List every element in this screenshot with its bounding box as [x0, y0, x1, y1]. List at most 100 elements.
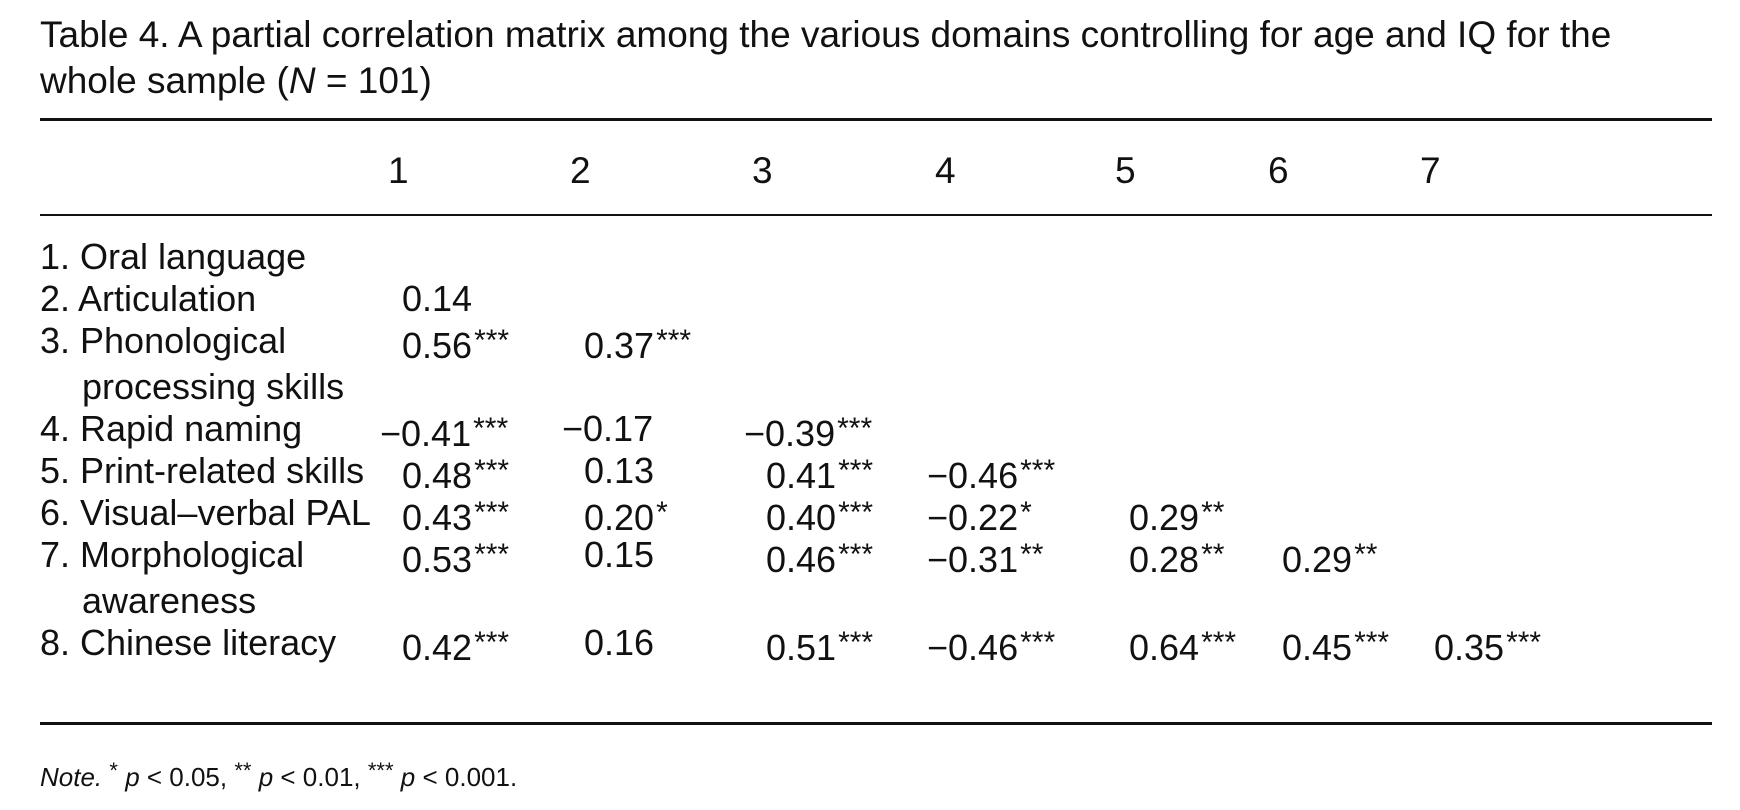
column-header-2: 2	[570, 150, 591, 191]
correlation-value: −0.46	[927, 455, 1019, 496]
significance-stars: ***	[838, 538, 874, 571]
correlation-cell: 0.37***	[584, 318, 691, 369]
correlation-cell: 0.64***	[1129, 620, 1236, 671]
table-caption: Table 4. A partial correlation matrix am…	[40, 12, 1712, 104]
significance-stars: **	[1201, 538, 1225, 571]
significance-stars: **	[1201, 496, 1225, 529]
correlation-cell: 0.15	[584, 532, 654, 578]
table-row: 8. Chinese literacy 0.42*** 0.16 0.51*** −0.…	[40, 620, 1712, 668]
correlation-value: 0.43	[402, 497, 473, 538]
significance-stars: ***	[474, 496, 510, 529]
table-row: 1. Oral language	[40, 234, 1712, 280]
correlation-cell: 0.41***	[766, 448, 873, 499]
correlation-value: 0.51	[766, 627, 837, 668]
table-row: 3. Phonological processing skills 0.56*** 0…	[40, 318, 1712, 410]
row-label-line: 1. Oral language	[40, 236, 307, 277]
row-label: 7. Morphological awareness	[40, 532, 304, 624]
note-p-symbol: p	[125, 762, 140, 792]
correlation-value: −0.17	[562, 408, 654, 449]
correlation-cell: 0.28**	[1129, 532, 1224, 583]
correlation-value: 0.53	[402, 539, 473, 580]
correlation-cell: 0.35***	[1434, 620, 1541, 671]
row-label: 2. Articulation	[40, 276, 256, 322]
correlation-cell: −0.46***	[927, 620, 1055, 671]
correlation-cell: −0.17	[562, 406, 653, 452]
row-label-line: 4. Rapid naming	[40, 408, 303, 449]
correlation-cell: 0.46***	[766, 532, 873, 583]
table-row: 6. Visual–verbal PAL 0.43*** 0.20* 0.40*** −…	[40, 490, 1712, 538]
correlation-value: 0.56	[402, 325, 473, 366]
correlation-cell: 0.56***	[402, 318, 509, 369]
row-label: 1. Oral language	[40, 234, 306, 280]
correlation-value: 0.14	[402, 278, 473, 319]
column-header-4: 4	[935, 150, 956, 191]
correlation-cell: 0.14	[402, 276, 472, 322]
correlation-value: −0.31	[927, 539, 1019, 580]
correlation-value: 0.40	[766, 497, 837, 538]
row-label-line: 7. Morphological	[40, 534, 305, 575]
correlation-cell: 0.29**	[1282, 532, 1377, 583]
correlation-value: 0.48	[402, 455, 473, 496]
correlation-value: −0.46	[927, 627, 1019, 668]
column-header-7: 7	[1420, 150, 1441, 191]
column-header-5: 5	[1115, 150, 1136, 191]
correlation-cell: −0.22*	[927, 490, 1032, 541]
row-label-line: 3. Phonological	[40, 320, 287, 361]
note-threshold: < 0.05,	[139, 762, 235, 792]
significance-stars: **	[1020, 538, 1044, 571]
table-row: 5. Print-related skills 0.48*** 0.13 0.41**…	[40, 448, 1712, 496]
correlation-cell: 0.48***	[402, 448, 509, 499]
significance-stars: ***	[1020, 626, 1056, 659]
significance-stars: *	[1020, 496, 1032, 529]
correlation-value: 0.37	[584, 325, 655, 366]
correlation-value: 0.20	[584, 497, 655, 538]
correlation-value: 0.42	[402, 627, 473, 668]
column-header-6: 6	[1268, 150, 1289, 191]
significance-stars: ***	[1020, 454, 1056, 487]
correlation-cell: 0.53***	[402, 532, 509, 583]
column-header-row: 1 2 3 4 5 6 7	[40, 148, 1712, 194]
correlation-value: 0.41	[766, 455, 837, 496]
header-rule	[40, 214, 1712, 216]
correlation-value: −0.39	[744, 413, 836, 454]
correlation-cell: 0.40***	[766, 490, 873, 541]
significance-stars: ***	[474, 626, 510, 659]
note-stars: ***	[367, 758, 394, 783]
row-label: 4. Rapid naming	[40, 406, 302, 452]
row-label-line: 5. Print-related skills	[40, 450, 365, 491]
significance-stars: ***	[838, 496, 874, 529]
note-stars: **	[234, 758, 252, 783]
column-header-3: 3	[752, 150, 773, 191]
table-row: 7. Morphological awareness 0.53*** 0.15 0.46…	[40, 532, 1712, 624]
column-header-1: 1	[388, 150, 409, 191]
significance-stars: ***	[656, 324, 692, 357]
note-p-symbol: p	[258, 762, 274, 792]
correlation-cell: 0.16	[584, 620, 654, 666]
correlation-cell: 0.42***	[402, 620, 509, 671]
significance-stars: ***	[1506, 626, 1542, 659]
correlation-cell: −0.31**	[927, 532, 1043, 583]
correlation-value: 0.64	[1129, 627, 1200, 668]
row-label: 8. Chinese literacy	[40, 620, 336, 666]
table-row: 4. Rapid naming −0.41*** −0.17 −0.39***	[40, 406, 1712, 454]
correlation-value: 0.29	[1282, 539, 1353, 580]
correlation-value: 0.16	[584, 622, 655, 663]
correlation-value: 0.28	[1129, 539, 1200, 580]
note-stars: *	[109, 758, 118, 783]
significance-stars: ***	[474, 324, 510, 357]
row-label-line: 2. Articulation	[40, 278, 257, 319]
significance-stars: **	[1354, 538, 1378, 571]
correlation-cell: −0.46***	[927, 448, 1055, 499]
caption-line-1: Table 4. A partial correlation matrix am…	[40, 14, 1612, 55]
correlation-cell: −0.41***	[380, 406, 508, 457]
correlation-value: 0.46	[766, 539, 837, 580]
table-container: Table 4. A partial correlation matrix am…	[40, 12, 1712, 792]
correlation-cell: 0.29**	[1129, 490, 1224, 541]
significance-stars: ***	[474, 538, 510, 571]
row-label: 6. Visual–verbal PAL	[40, 490, 371, 536]
table-row: 2. Articulation 0.14	[40, 276, 1712, 322]
correlation-cell: 0.13	[584, 448, 654, 494]
significance-stars: ***	[837, 412, 873, 445]
caption-line-2-pre: whole sample (	[40, 60, 289, 101]
correlation-cell: −0.39***	[744, 406, 872, 457]
